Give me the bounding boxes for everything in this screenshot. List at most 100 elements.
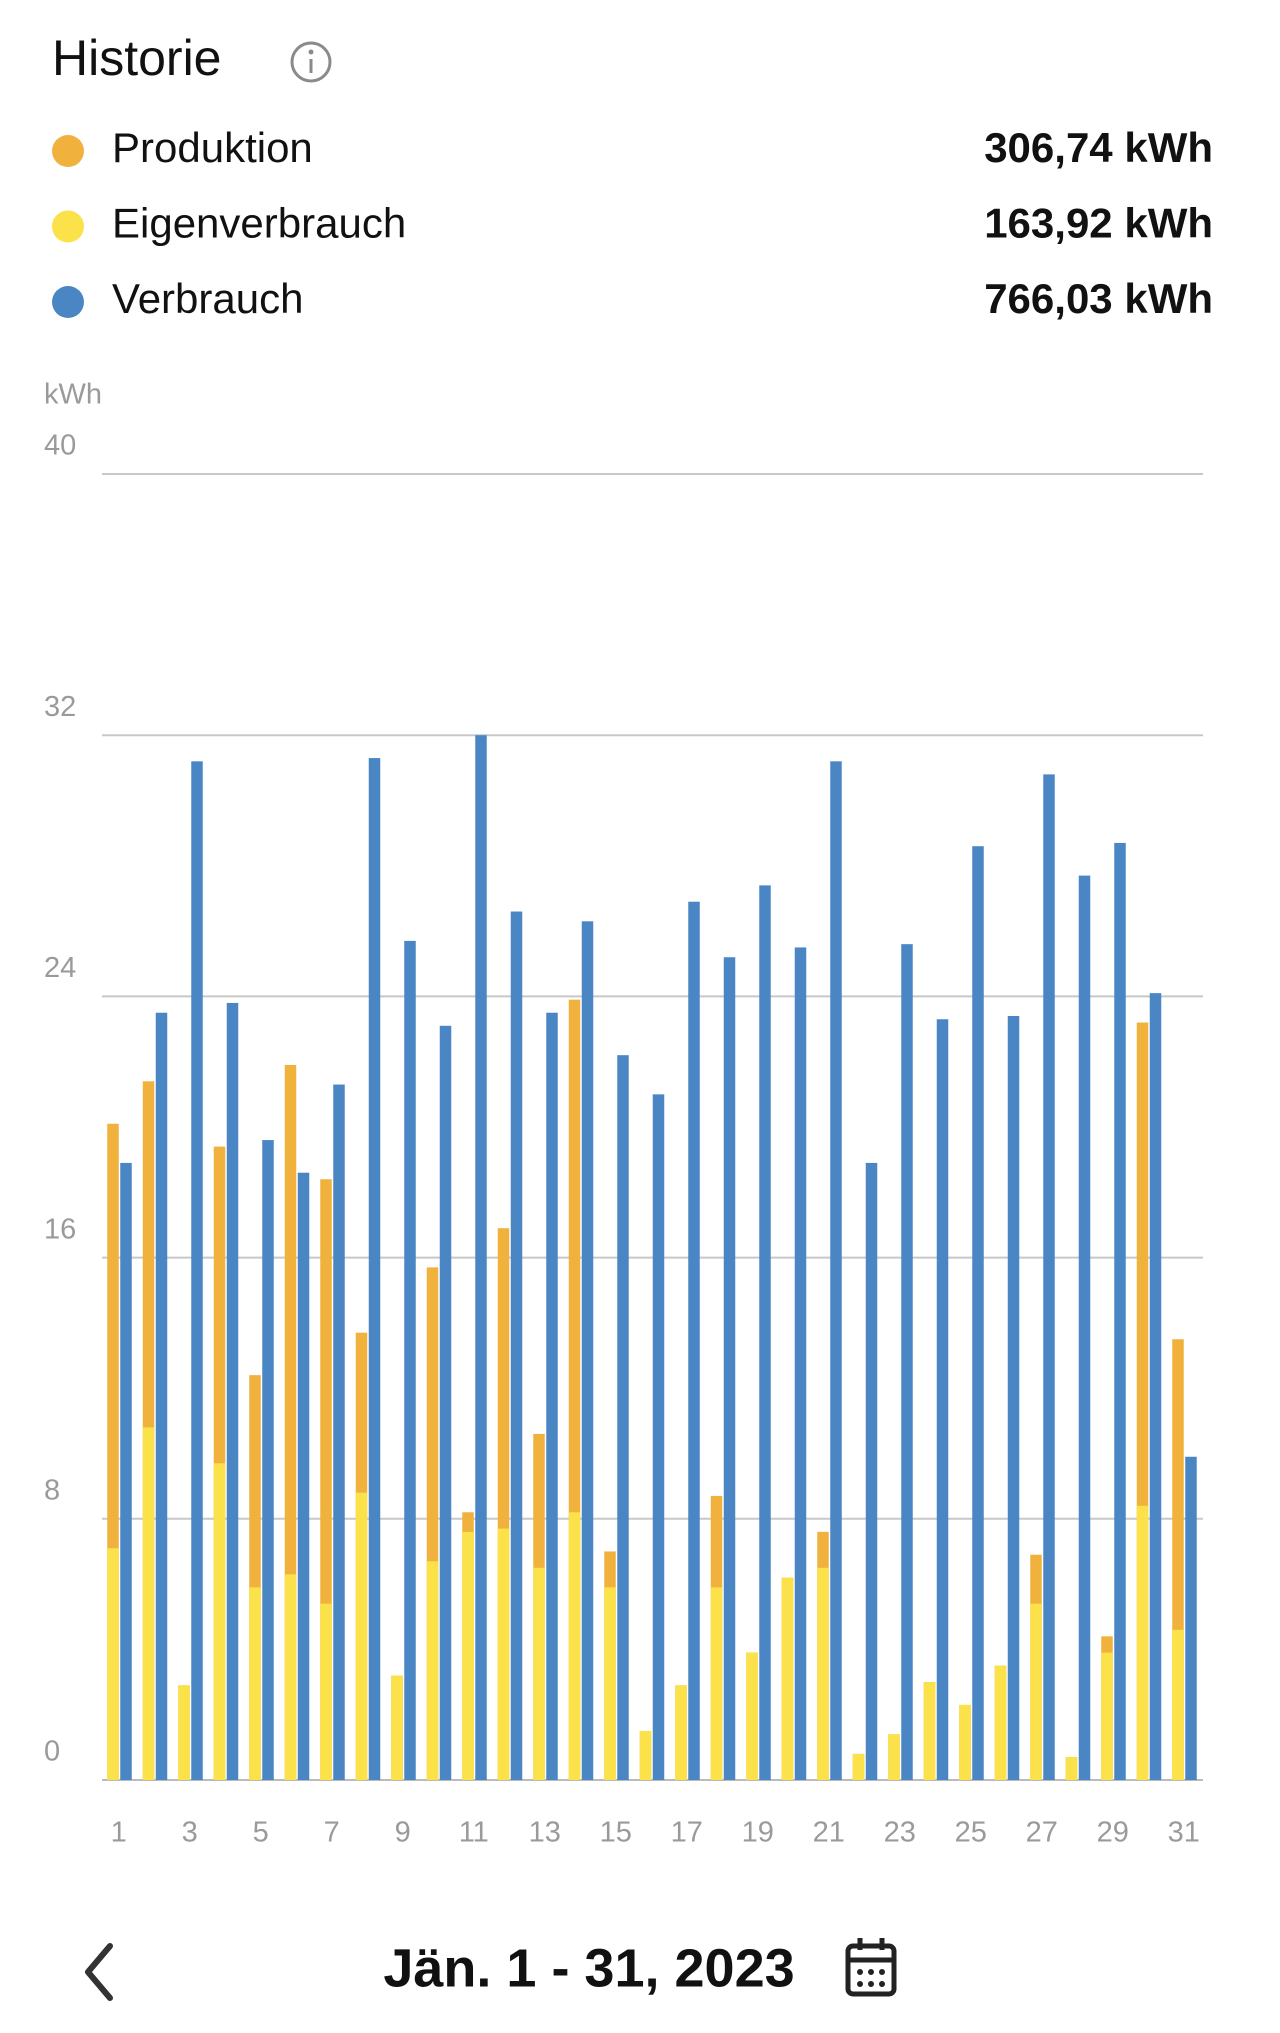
chart-title: Historie <box>52 30 221 86</box>
bar <box>1149 993 1162 1780</box>
bar <box>888 1734 900 1780</box>
calendar-dots <box>857 1969 885 1987</box>
bar <box>439 1025 452 1780</box>
bar <box>652 1094 665 1780</box>
bar <box>817 1567 829 1780</box>
x-tick-label: 31 <box>1168 1817 1200 1849</box>
bar <box>675 1685 687 1780</box>
date-range[interactable]: Jän. 1 - 31, 2023 <box>383 1938 794 1998</box>
bar <box>297 1172 310 1780</box>
calendar-icon[interactable] <box>845 1938 897 1997</box>
legend-total: 766,03 kWh <box>984 275 1213 322</box>
bar <box>1101 1652 1113 1780</box>
bar <box>759 885 771 1780</box>
legend-label: Produktion <box>112 124 313 171</box>
bar <box>355 1492 368 1780</box>
bar <box>936 1019 949 1780</box>
bar <box>120 1162 132 1780</box>
bar <box>497 1528 510 1780</box>
legend-label: Eigenverbrauch <box>112 200 406 247</box>
legend-total: 163,92 kWh <box>984 200 1213 247</box>
x-tick-label: 7 <box>324 1817 340 1849</box>
y-tick-label: 32 <box>44 691 76 723</box>
x-tick-label: 9 <box>395 1817 411 1849</box>
bar <box>746 1652 758 1780</box>
y-tick-label: 40 <box>44 430 76 462</box>
bar <box>1136 1505 1149 1780</box>
bar <box>710 1587 723 1780</box>
prev-button[interactable] <box>85 1943 113 2001</box>
legend-dot <box>52 210 84 243</box>
bar <box>404 940 416 1780</box>
y-tick-label: 8 <box>44 1474 60 1506</box>
legend-total: 306,74 kWh <box>984 124 1213 171</box>
bar <box>604 1587 616 1780</box>
bar <box>723 957 736 1780</box>
bar <box>781 1577 794 1780</box>
x-tick-label: 23 <box>884 1817 916 1849</box>
bar <box>1065 1757 1078 1780</box>
y-tick-label: 24 <box>44 952 76 984</box>
bar <box>475 735 487 1781</box>
bar <box>249 1375 261 1780</box>
bar <box>155 1012 168 1780</box>
bar <box>497 1228 510 1780</box>
bar <box>568 1512 581 1780</box>
bar <box>546 1012 558 1780</box>
bar <box>1007 1015 1020 1780</box>
bar <box>1114 842 1126 1780</box>
x-tick-label: 19 <box>742 1817 774 1849</box>
bar <box>462 1531 474 1780</box>
bar <box>262 1140 274 1780</box>
bar <box>213 1463 226 1780</box>
bar <box>426 1267 439 1780</box>
bar <box>972 846 984 1780</box>
x-tick-label: 15 <box>600 1817 632 1849</box>
bar <box>568 999 581 1780</box>
bar <box>226 1002 239 1780</box>
bar <box>1043 774 1055 1780</box>
bar <box>1078 875 1091 1780</box>
info-icon[interactable] <box>290 41 332 83</box>
x-tick-label: 17 <box>671 1817 703 1849</box>
bar <box>639 1731 652 1780</box>
bar <box>581 921 594 1780</box>
bar <box>830 761 842 1780</box>
bar <box>617 1055 629 1780</box>
x-tick-label: 29 <box>1097 1817 1129 1849</box>
bar <box>426 1561 439 1780</box>
y-axis-label: kWh <box>44 379 102 411</box>
bar <box>178 1685 190 1780</box>
bar <box>142 1427 155 1780</box>
bar <box>923 1682 936 1780</box>
bar <box>1172 1629 1184 1780</box>
x-tick-label: 25 <box>955 1817 987 1849</box>
bar <box>107 1123 119 1780</box>
bar <box>510 911 523 1780</box>
bar <box>320 1179 332 1780</box>
x-tick-label: 11 <box>459 1817 489 1849</box>
y-tick-label: 0 <box>44 1736 60 1768</box>
legend-label: Verbrauch <box>112 275 303 322</box>
bar <box>865 1162 878 1780</box>
bar <box>1172 1339 1184 1780</box>
x-tick-label: 1 <box>111 1817 127 1849</box>
bar <box>368 758 381 1780</box>
bar <box>794 947 807 1780</box>
bar <box>994 1665 1007 1780</box>
y-tick-label: 16 <box>44 1213 76 1245</box>
bar <box>320 1603 332 1780</box>
bar <box>107 1548 119 1780</box>
bar <box>1136 1022 1149 1780</box>
legend-dot <box>52 135 84 167</box>
bar <box>213 1146 226 1780</box>
x-tick-label: 27 <box>1026 1817 1058 1849</box>
bar <box>284 1064 297 1780</box>
bar <box>533 1567 545 1780</box>
bar <box>1030 1603 1042 1780</box>
bar <box>1185 1456 1197 1780</box>
bar <box>959 1704 971 1780</box>
x-tick-label: 21 <box>813 1817 845 1849</box>
